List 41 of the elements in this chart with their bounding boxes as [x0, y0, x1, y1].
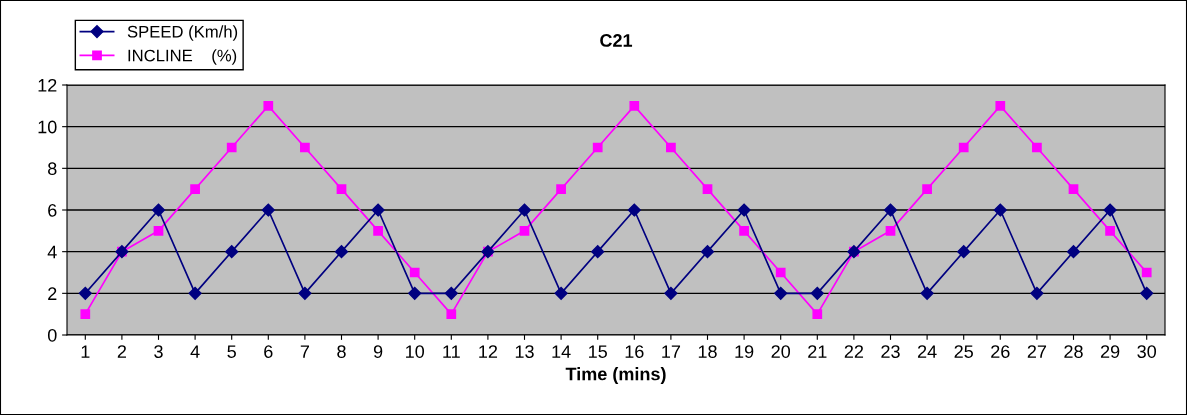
x-tick-label: 24 — [917, 345, 937, 358]
x-tick-label: 12 — [479, 345, 498, 358]
x-tick-label: 21 — [808, 345, 827, 358]
x-tick-label: 2 — [117, 345, 127, 358]
x-tick-label: 22 — [844, 345, 864, 358]
x-tick-label: 19 — [735, 345, 754, 358]
x-tick-label: 18 — [698, 345, 717, 358]
y-tick-label: 4 — [47, 245, 57, 259]
x-tick-label: 4 — [190, 345, 200, 358]
y-tick-label: 12 — [38, 78, 57, 92]
x-tick-label: 28 — [1064, 345, 1083, 358]
legend-label: SPEED (Km/h) — [127, 25, 238, 41]
x-tick-label: 25 — [954, 345, 973, 358]
x-tick-label: 27 — [1027, 345, 1047, 358]
x-tick-label: 8 — [337, 345, 346, 358]
x-tick-label: 29 — [1100, 345, 1120, 358]
x-tick-label: 11 — [443, 345, 460, 358]
x-tick-label: 16 — [625, 345, 644, 358]
y-tick-label: 6 — [48, 203, 57, 217]
x-axis-title: Time (mins) — [565, 367, 666, 384]
x-tick-label: 23 — [881, 345, 900, 358]
y-tick-label: 0 — [47, 328, 57, 342]
x-tick-label: 6 — [264, 345, 273, 358]
x-tick-label: 10 — [406, 345, 425, 358]
x-tick-label: 30 — [1137, 345, 1157, 358]
x-tick-label: 26 — [991, 345, 1010, 358]
y-tick-label: 2 — [48, 287, 57, 300]
y-tick-label: 8 — [48, 162, 57, 176]
x-tick-label: 3 — [154, 345, 163, 358]
x-tick-label: 1 — [81, 345, 90, 358]
x-tick-label: 9 — [373, 345, 383, 358]
y-tick-label: 10 — [38, 120, 57, 134]
x-tick-label: 14 — [552, 345, 571, 358]
chart-title: C21 — [600, 34, 633, 47]
legend-label: INCLINE (%) — [128, 49, 237, 65]
x-tick-label: 5 — [227, 345, 236, 358]
x-tick-label: 15 — [589, 345, 607, 358]
x-tick-label: 20 — [771, 345, 791, 358]
x-tick-label: 13 — [515, 345, 534, 358]
x-tick-label: 17 — [662, 345, 681, 358]
x-tick-label: 7 — [300, 345, 310, 358]
